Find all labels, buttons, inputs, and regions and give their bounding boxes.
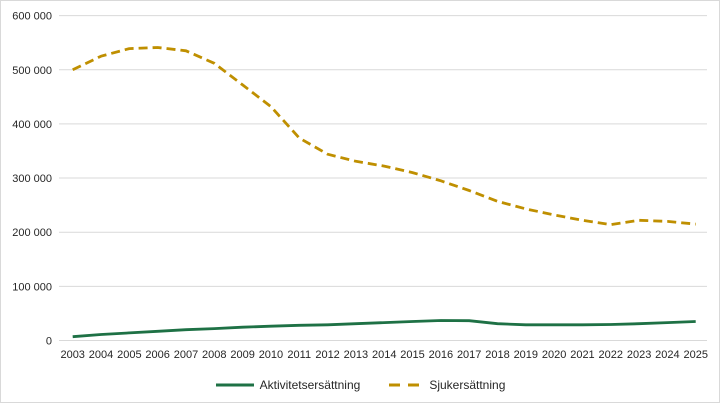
x-axis-tick-label: 2006 — [145, 349, 169, 361]
y-axis-tick-label: 400 000 — [12, 119, 52, 131]
y-axis-tick-label: 500 000 — [12, 65, 52, 77]
x-axis-tick-label: 2025 — [683, 349, 707, 361]
x-axis-tick-label: 2021 — [570, 349, 594, 361]
y-axis-tick-label: 100 000 — [12, 281, 52, 293]
legend-label-aktivitetsersattning: Aktivitetsersättning — [259, 378, 361, 392]
x-axis-tick-label: 2023 — [627, 349, 651, 361]
chart-legend: Aktivitetsersättning Sjukersättning — [1, 378, 719, 392]
x-axis-tick-label: 2016 — [429, 349, 453, 361]
legend-swatch-dashed-line — [388, 382, 424, 388]
x-axis-tick-label: 2014 — [372, 349, 396, 361]
x-axis-tick-label: 2022 — [599, 349, 623, 361]
x-axis-tick-label: 2019 — [514, 349, 538, 361]
x-axis-tick-label: 2010 — [259, 349, 283, 361]
legend-item-aktivitetsersattning: Aktivitetsersättning — [215, 378, 361, 392]
x-axis-tick-label: 2015 — [400, 349, 424, 361]
x-axis-tick-label: 2018 — [485, 349, 509, 361]
x-axis-tick-label: 2004 — [89, 349, 113, 361]
y-axis-tick-label: 0 — [46, 336, 52, 348]
series-line-1 — [72, 46, 696, 227]
legend-label-sjukersattning: Sjukersättning — [429, 378, 506, 392]
x-axis-tick-label: 2011 — [287, 349, 311, 361]
legend-item-sjukersattning: Sjukersättning — [388, 378, 505, 392]
x-axis-tick-label: 2020 — [542, 349, 566, 361]
legend-swatch-solid-line — [215, 382, 255, 388]
x-axis-tick-label: 2013 — [344, 349, 368, 361]
x-axis-tick-label: 2012 — [315, 349, 339, 361]
x-axis-tick-label: 2017 — [457, 349, 481, 361]
x-axis-tick-label: 2003 — [60, 349, 84, 361]
x-axis-tick-label: 2009 — [230, 349, 254, 361]
x-axis-tick-label: 2007 — [174, 349, 198, 361]
series-line-0 — [72, 319, 696, 339]
x-axis-tick-label: 2024 — [655, 349, 679, 361]
y-axis-tick-label: 200 000 — [12, 227, 52, 239]
x-axis-tick-label: 2008 — [202, 349, 226, 361]
y-axis-tick-label: 300 000 — [12, 173, 52, 185]
x-axis-tick-label: 2005 — [117, 349, 141, 361]
y-axis-tick-label: 600 000 — [12, 11, 52, 23]
